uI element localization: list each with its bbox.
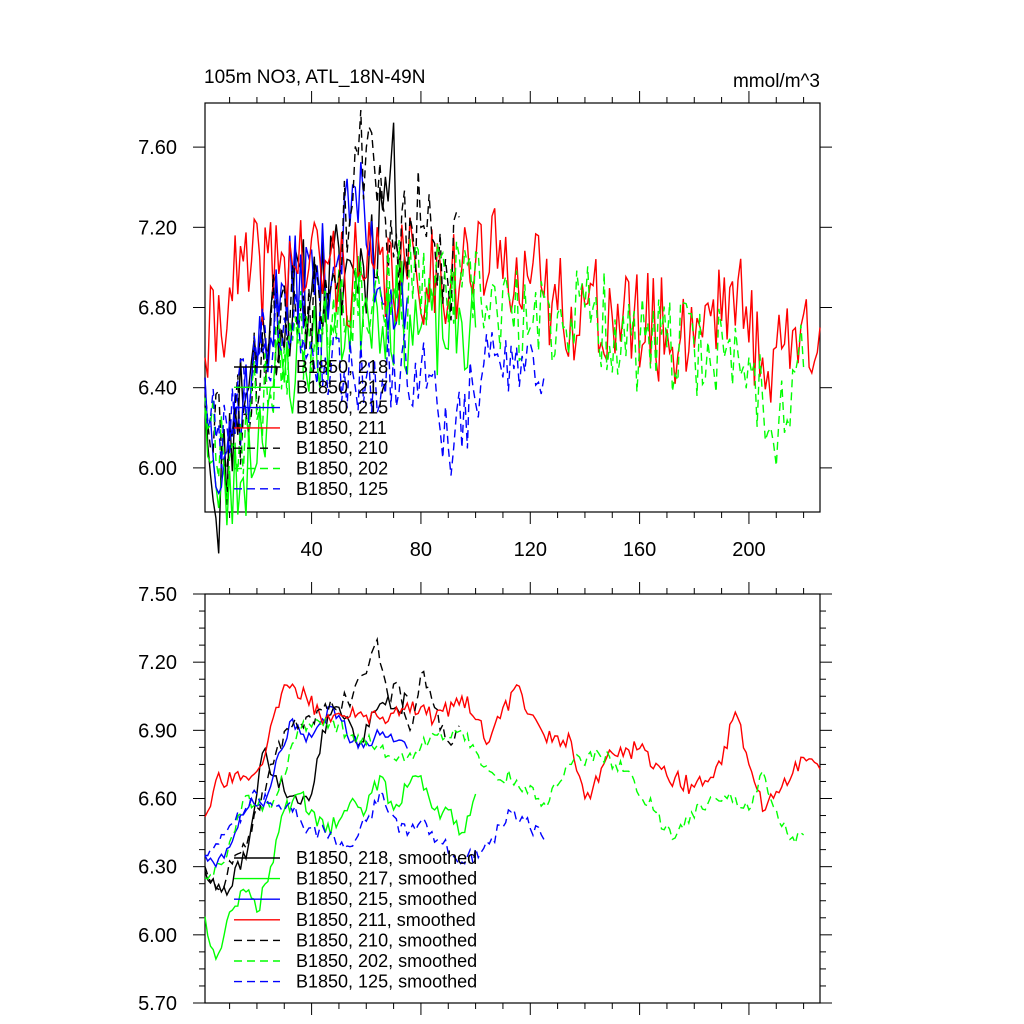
- y-tick-label: 7.20: [138, 217, 177, 239]
- x-tick-label: 160: [623, 539, 656, 561]
- y-tick-label: 6.90: [138, 720, 177, 742]
- bottom-panel: 5.70 6.00 6.30 6.60 6.90 7.20 7.50 B1850, 218,…: [138, 582, 832, 1015]
- legend-label: B1850, 210: [296, 438, 388, 458]
- legend-label: B1850, 210, smoothed: [296, 930, 477, 950]
- y-tick-label: 5.70: [138, 993, 177, 1015]
- legend-label: B1850, 211, smoothed: [296, 910, 476, 930]
- y-tick-label: 7.60: [138, 137, 177, 159]
- series-line-bottom-5: [204, 716, 805, 880]
- legend-label: B1850, 215: [296, 398, 388, 418]
- top-chart-title: 105m NO3, ATL_18N-49N: [204, 67, 425, 88]
- x-tick-label: 200: [732, 539, 765, 561]
- bottom-axis-ticks: 5.70 6.00 6.30 6.60 6.90 7.20 7.50: [138, 582, 832, 1015]
- legend-label: B1850, 125, smoothed: [296, 972, 477, 992]
- legend-label: B1850, 215, smoothed: [296, 889, 477, 909]
- y-tick-label: 7.20: [138, 652, 177, 674]
- series-line-top-4: [204, 109, 460, 472]
- y-tick-label: 6.40: [138, 378, 177, 400]
- y-tick-label: 6.60: [138, 789, 177, 811]
- legend-label: B1850, 218: [296, 357, 388, 377]
- series-line-bottom-4: [204, 636, 460, 891]
- legend-label: B1850, 218, smoothed: [296, 848, 477, 868]
- y-tick-label: 6.80: [138, 298, 177, 320]
- series-line-top-1: [204, 256, 477, 526]
- y-tick-label: 6.30: [138, 857, 177, 879]
- series-line-bottom-6: [204, 789, 545, 867]
- y-tick-label: 7.50: [138, 584, 177, 606]
- x-tick-label: 120: [514, 539, 547, 561]
- legend-label: B1850, 125: [296, 479, 388, 499]
- top-panel: 105m NO3, ATL_18N-49N mmol/m^3 6.006.406…: [138, 67, 832, 561]
- x-tick-label: 80: [410, 539, 432, 561]
- series-line-top-5: [204, 238, 805, 500]
- series-line-top-6: [204, 292, 545, 476]
- y-tick-label: 6.00: [138, 925, 177, 947]
- bottom-series-group: [204, 636, 821, 962]
- top-chart-units: mmol/m^3: [733, 71, 820, 92]
- legend-label: B1850, 202, smoothed: [296, 951, 477, 971]
- y-tick-label: 6.00: [138, 458, 177, 480]
- x-tick-label: 40: [300, 539, 322, 561]
- legend-label: B1850, 217, smoothed: [296, 869, 477, 889]
- legend-label: B1850, 202: [296, 459, 388, 479]
- series-line-bottom-2: [204, 705, 408, 869]
- legend-label: B1850, 211: [296, 418, 387, 438]
- top-series-group: [204, 109, 821, 554]
- series-line-top-3: [204, 208, 821, 403]
- series-line-bottom-3: [204, 683, 821, 818]
- legend-label: B1850, 217: [296, 377, 388, 397]
- series-line-bottom-1: [204, 774, 477, 962]
- top-axis-ticks: 6.00 6.40 6.80 7.20 7.60 40 80 120 160 200: [138, 91, 832, 561]
